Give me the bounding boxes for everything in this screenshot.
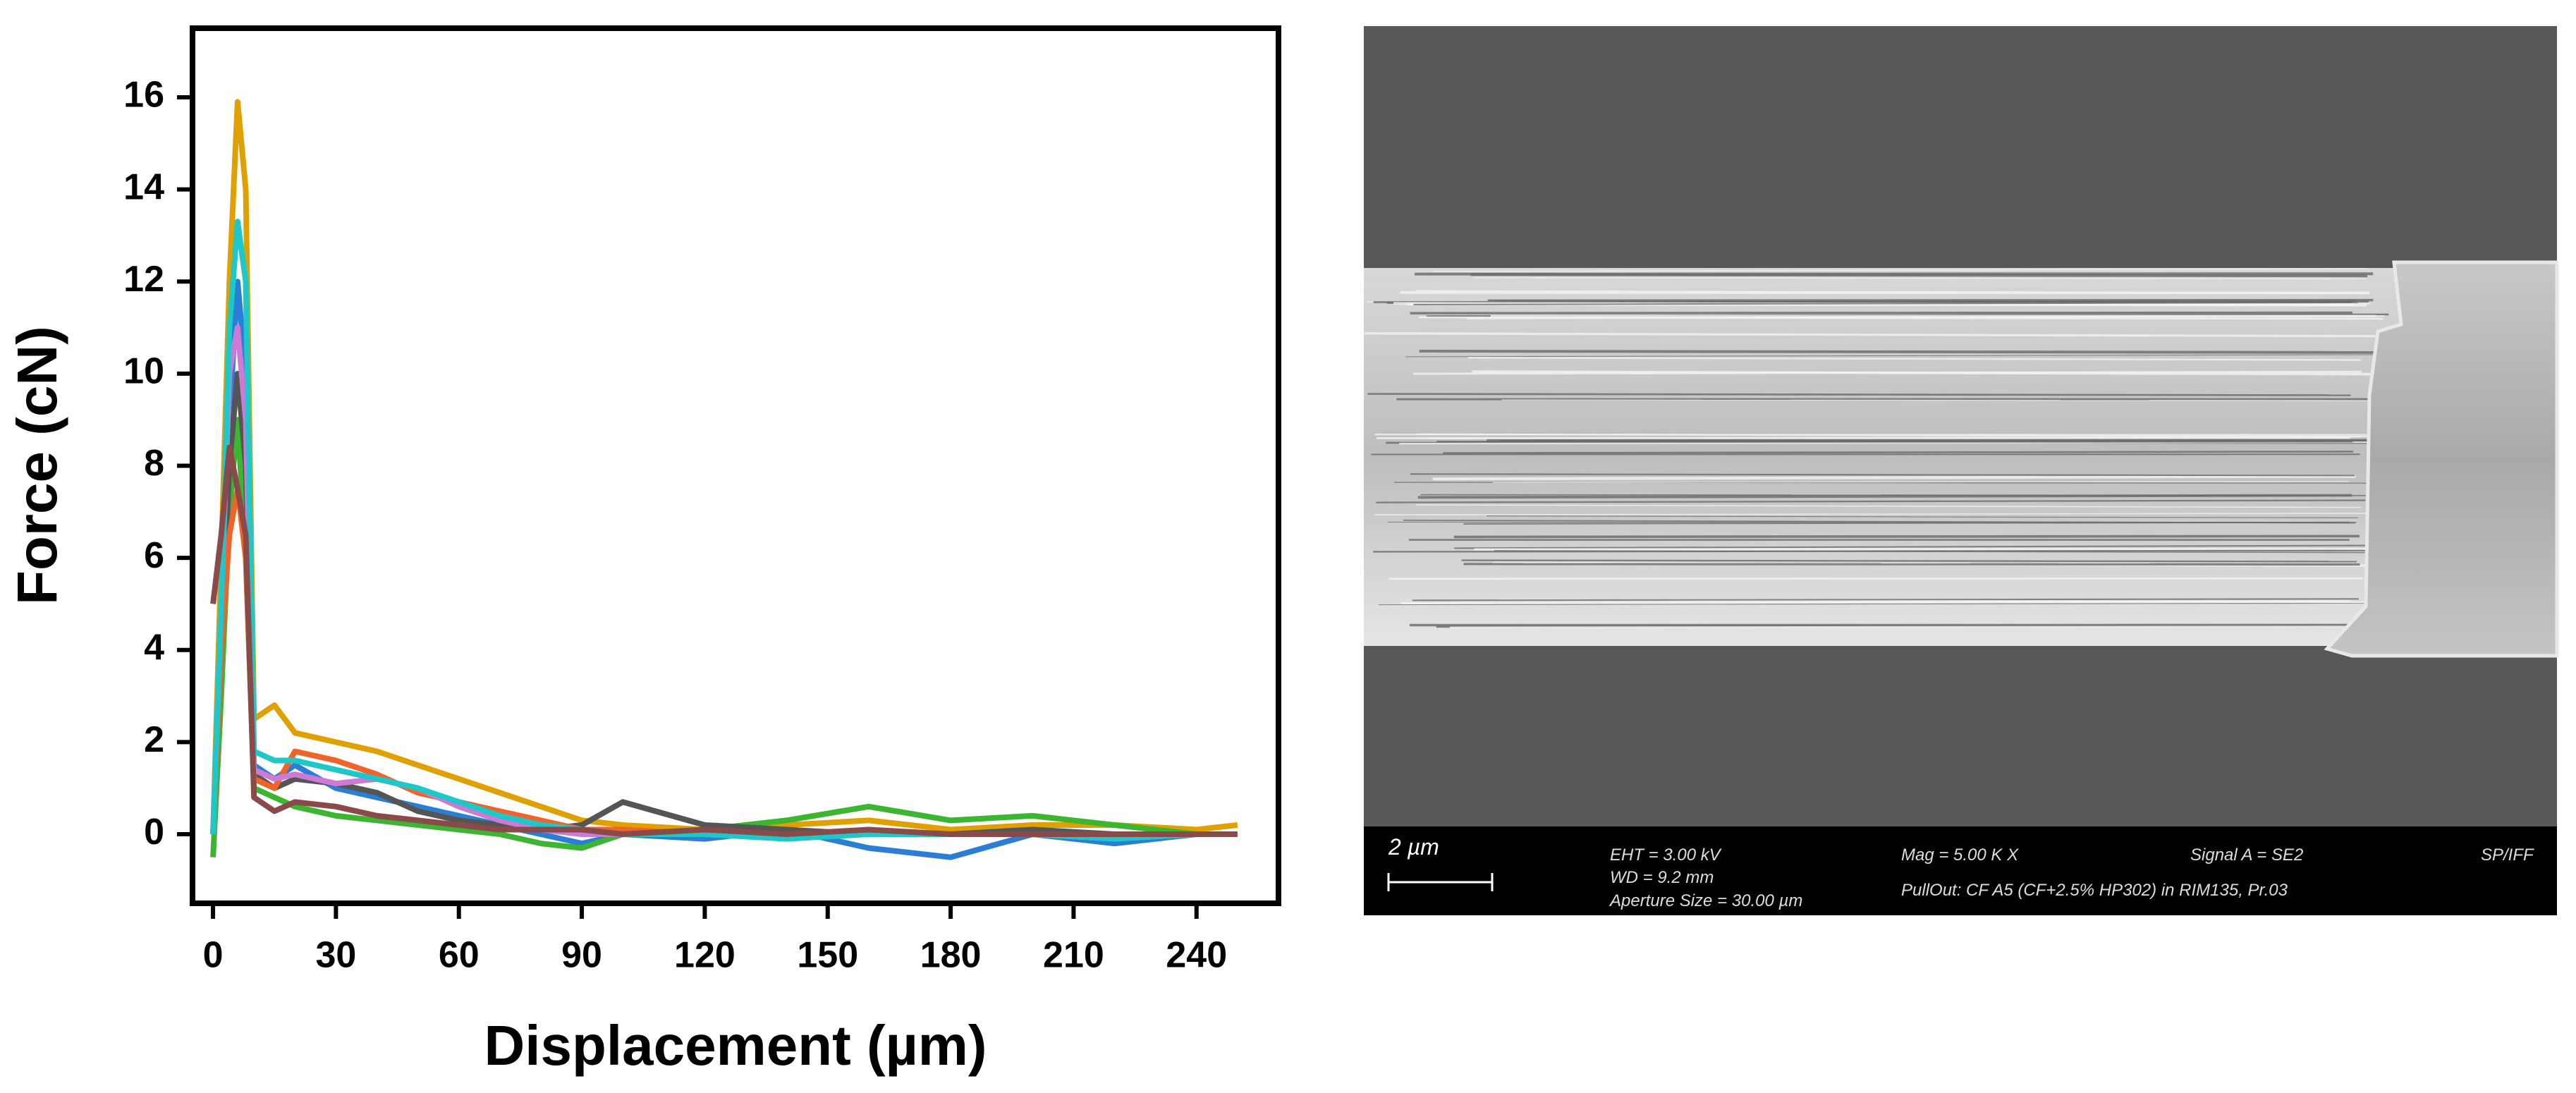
- x-tick-label: 240: [1166, 935, 1227, 976]
- streak: [1376, 499, 2366, 503]
- scale-bar-label: 2 µm: [1388, 834, 1439, 860]
- y-tick-label: 0: [144, 812, 164, 853]
- streak: [1492, 481, 2350, 483]
- x-tick-label: 150: [797, 935, 858, 976]
- y-tick-label: 16: [123, 75, 164, 116]
- streak: [1463, 521, 2349, 525]
- streak: [1413, 370, 2362, 375]
- info-text: PullOut: CF A5 (CF+2.5% HP302) in RIM135…: [1901, 881, 2288, 900]
- fiber-streaks: [1364, 268, 2390, 629]
- y-tick-label: 8: [144, 443, 164, 484]
- x-tick-label: 60: [439, 935, 480, 976]
- y-axis-title: Force (cN): [6, 326, 68, 605]
- streak: [1419, 350, 2378, 354]
- streak: [1486, 515, 2358, 518]
- matrix-sheath: [2324, 260, 2559, 658]
- x-tick-label: 120: [674, 935, 735, 976]
- streak: [1388, 577, 2363, 580]
- x-tick-label: 210: [1043, 935, 1104, 976]
- streak: [1410, 311, 2353, 315]
- streak: [1425, 436, 2360, 439]
- streak: [1467, 357, 2362, 361]
- info-text: Mag = 5.00 K X: [1901, 845, 2019, 865]
- series-line: [210, 324, 1238, 837]
- streak: [1453, 535, 2360, 539]
- streak: [1367, 393, 2351, 396]
- y-tick-label: 10: [123, 351, 164, 392]
- x-axis-title: Displacement (µm): [484, 1014, 987, 1077]
- info-text: EHT = 3.00 kV: [1610, 845, 1722, 865]
- sem-image: 2 µm EHT = 3.00 kV WD = 9.2 mm Aperture …: [1364, 26, 2559, 915]
- streak: [1405, 354, 2382, 358]
- info-text: SP/IFF: [2481, 845, 2534, 865]
- streak: [1373, 549, 2365, 553]
- fiber: [1364, 268, 2400, 646]
- streak: [1461, 559, 2357, 563]
- streak: [1463, 563, 2360, 566]
- streak: [1449, 625, 2363, 629]
- streak: [1432, 475, 2356, 481]
- series-line: [210, 444, 1238, 837]
- streak: [1475, 277, 2367, 280]
- streak: [1443, 451, 2353, 454]
- streak: [1419, 316, 2383, 320]
- streak: [1432, 268, 2368, 272]
- x-tick-label: 90: [561, 935, 602, 976]
- streak: [1364, 332, 2384, 338]
- plot-area: [210, 99, 1238, 860]
- y-tick-label: 14: [123, 166, 164, 207]
- info-text: Aperture Size = 30.00 µm: [1609, 891, 1802, 910]
- streak: [1501, 399, 2383, 401]
- streak: [1454, 544, 2372, 549]
- streak: [1378, 602, 2366, 606]
- x-tick-label: 0: [203, 935, 224, 976]
- streak: [1417, 494, 2352, 499]
- series-line: [210, 99, 1238, 835]
- y-tick-label: 12: [123, 259, 164, 300]
- streak: [1487, 298, 2374, 302]
- info-text: WD = 9.2 mm: [1610, 868, 1714, 887]
- streak: [1410, 473, 2355, 477]
- y-tick-label: 4: [144, 627, 164, 668]
- streak: [1416, 504, 2361, 508]
- series-line: [210, 370, 1238, 837]
- streak: [1412, 598, 2359, 602]
- info-text: Signal A = SE2: [2190, 845, 2303, 865]
- y-tick-label: 2: [144, 719, 164, 760]
- info-bar: [1364, 826, 2557, 915]
- streak: [1470, 273, 2368, 278]
- streak: [1374, 513, 2369, 515]
- x-tick-label: 30: [315, 935, 356, 976]
- x-tick-label: 180: [920, 935, 982, 976]
- streak: [1413, 302, 2352, 305]
- y-tick-label: 6: [144, 535, 164, 576]
